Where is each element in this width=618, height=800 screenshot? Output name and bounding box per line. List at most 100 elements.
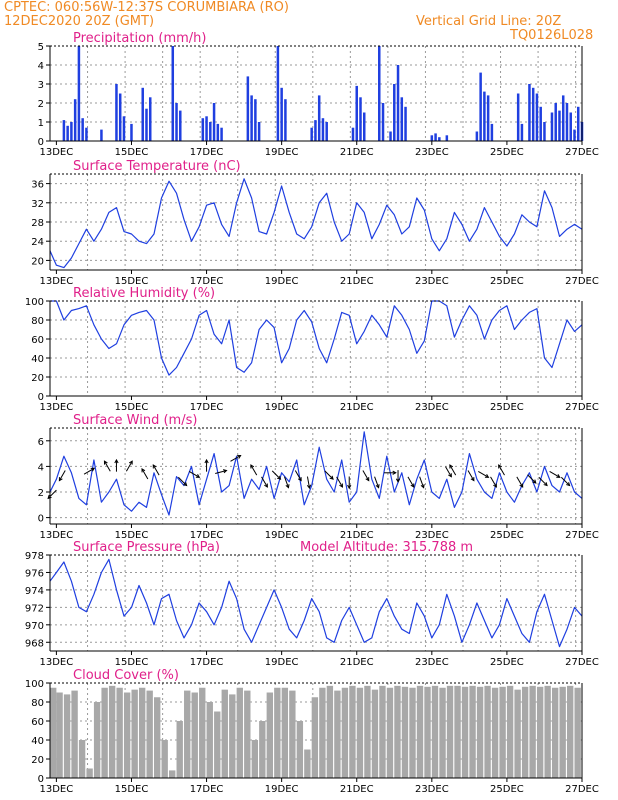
y-tick-label: 968 — [25, 638, 44, 649]
cloud-bar — [334, 690, 341, 778]
panel-3: 0 20 40 60 80 100 13DEC 15DEC 17DEC 19DEC 21DEC 23D… — [25, 286, 599, 413]
wind-arrow-shaft — [141, 468, 149, 480]
x-tick-label: 17DEC — [190, 402, 224, 413]
precip-bar — [516, 93, 520, 141]
x-tick-label: 19DEC — [265, 784, 299, 795]
wind-arrow-head — [237, 454, 242, 459]
wind-arrow-head — [392, 470, 397, 475]
wind-arrow-shaft — [478, 471, 489, 478]
wind-arrow — [419, 476, 425, 489]
precip-bar — [280, 87, 283, 141]
precip-bar — [284, 99, 287, 141]
x-tick-label: 23DEC — [415, 657, 449, 668]
x-tick-label: 21DEC — [340, 530, 374, 541]
x-tick-label: 17DEC — [190, 147, 224, 158]
x-tick-label: 19DEC — [265, 147, 299, 158]
wind-arrow — [261, 476, 268, 488]
wind-arrow — [125, 460, 133, 472]
x-tick-label: 23DEC — [415, 276, 449, 287]
cloud-bar — [176, 721, 183, 778]
wind-arrow-shaft — [362, 470, 370, 481]
y-tick-label: 4 — [38, 462, 44, 473]
series-line — [49, 178, 583, 269]
precip-bar — [351, 127, 355, 141]
precip-bar — [212, 103, 216, 141]
cloud-bar — [93, 702, 101, 778]
x-tick-label: 21DEC — [340, 784, 374, 795]
wind-arrow-head — [250, 464, 255, 469]
x-tick-label: 19DEC — [265, 276, 299, 287]
wind-arrow — [284, 476, 290, 489]
wind-arrow — [58, 470, 66, 482]
y-tick-label: 40 — [31, 736, 44, 747]
cloud-bar — [379, 685, 386, 778]
cloud-bar — [214, 711, 221, 778]
cloud-bar — [431, 685, 439, 778]
precip-bar — [118, 93, 122, 141]
y-tick-label: 60 — [31, 717, 44, 728]
wind-arrow-head — [410, 483, 415, 488]
precip-bar — [216, 123, 220, 141]
cloud-bar — [131, 689, 138, 778]
precip-bar — [528, 84, 531, 141]
wind-arrow-shaft — [178, 476, 187, 486]
wind-arrow-shaft — [449, 464, 457, 476]
wind-arrow-head — [195, 474, 201, 478]
wind-arrow — [478, 471, 490, 478]
cloud-bar — [439, 687, 446, 778]
cloud-bar — [424, 686, 431, 778]
precip-bar — [535, 93, 539, 141]
precip-bar — [438, 137, 441, 141]
wind-arrow-head — [420, 484, 425, 489]
wind-arrow-head — [339, 483, 343, 488]
precip-bar — [276, 46, 280, 141]
precip-bar — [310, 127, 313, 141]
wind-arrow — [527, 474, 537, 484]
cloud-bar — [259, 721, 266, 778]
x-tick-label: 23DEC — [415, 147, 449, 158]
precip-bar — [73, 99, 77, 141]
wind-arrow-shaft — [490, 476, 497, 488]
y-tick-label: 0 — [38, 514, 44, 525]
panel-title: Surface Temperature (nC) — [73, 159, 241, 174]
x-tick-label: 13DEC — [40, 147, 74, 158]
wind-arrow-head — [543, 482, 548, 487]
cloud-bar — [514, 689, 521, 778]
precip-bar — [317, 95, 321, 141]
wind-arrow-head — [484, 474, 490, 478]
wind-arrow — [215, 469, 228, 474]
x-tick-label: 25DEC — [490, 784, 524, 795]
wind-arrow-shaft — [104, 460, 111, 472]
wind-arrow-shaft — [261, 476, 268, 488]
cloud-bar — [446, 685, 454, 778]
precip-bar — [209, 122, 212, 141]
header-model-code: TQ0126L028 — [510, 28, 594, 43]
y-tick-label: 28 — [31, 218, 44, 229]
precip-bar — [396, 65, 400, 141]
wind-arrow-head — [264, 483, 268, 488]
precip-bar — [531, 87, 535, 141]
precip-bar — [81, 118, 84, 141]
precip-bar — [321, 118, 325, 141]
wind-arrow-head — [183, 482, 188, 487]
wind-arrow — [83, 467, 96, 475]
panel-6: 0 20 40 60 80 100 13DEC 15DEC 17DEC 19DEC 21DEC 23D… — [25, 668, 599, 795]
y-tick-label: 20 — [31, 373, 44, 384]
wind-arrow — [114, 458, 119, 472]
y-tick-label: 100 — [25, 679, 44, 690]
x-tick-label: 15DEC — [115, 784, 149, 795]
x-tick-label: 21DEC — [340, 276, 374, 287]
precip-bar — [359, 97, 362, 141]
header-grid-note: Vertical Grid Line: 20Z — [416, 14, 562, 29]
cloud-bar — [454, 685, 461, 778]
wind-arrow — [449, 464, 457, 476]
wind-arrow-shaft — [250, 464, 258, 476]
cloud-bar — [274, 687, 281, 778]
cloud-bar — [491, 687, 499, 778]
cloud-bar — [123, 692, 131, 778]
cloud-bar — [161, 740, 168, 778]
cloud-bar — [244, 690, 251, 778]
x-tick-label: 27DEC — [565, 784, 599, 795]
y-tick-label: 976 — [25, 568, 44, 579]
wind-arrow — [188, 471, 201, 478]
